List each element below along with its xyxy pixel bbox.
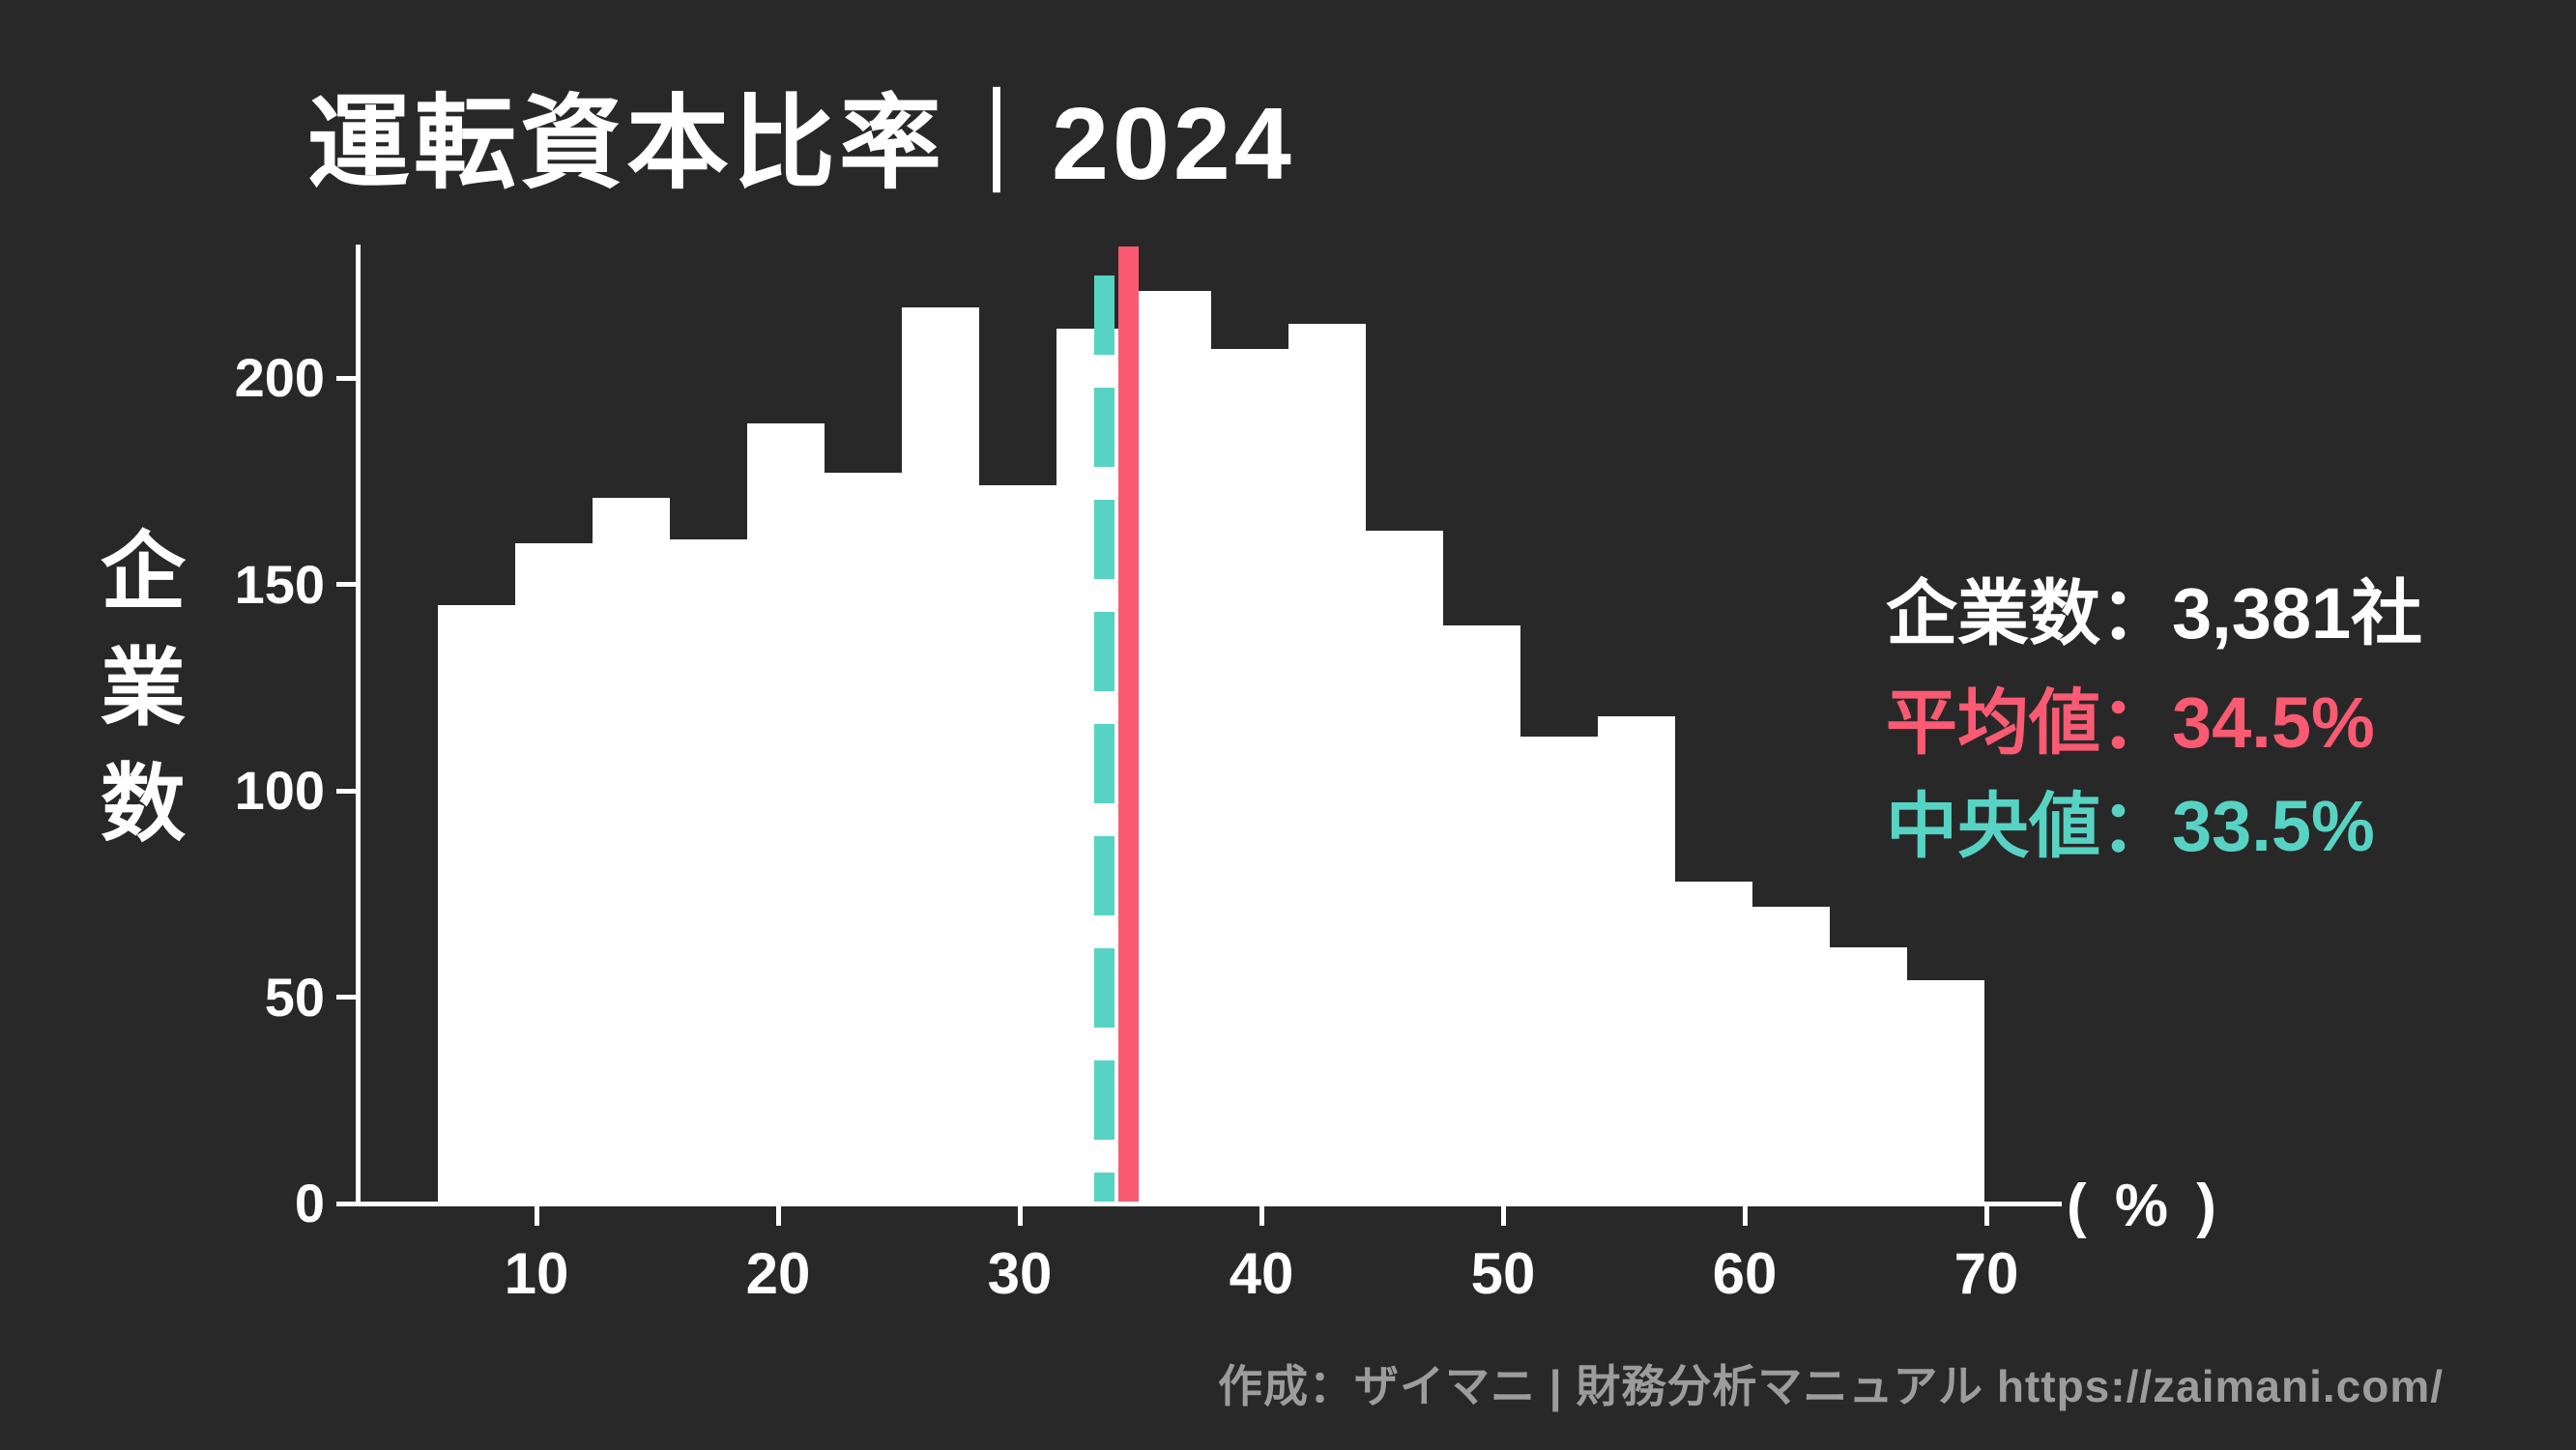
histogram-bar bbox=[1829, 947, 1907, 1202]
x-axis-tick bbox=[1017, 1206, 1023, 1226]
histogram-bar bbox=[1288, 324, 1366, 1202]
histogram-bar bbox=[1597, 716, 1675, 1202]
y-axis-tick-label: 0 bbox=[294, 1173, 325, 1233]
histogram-bar bbox=[437, 604, 515, 1202]
histogram-bar bbox=[1674, 881, 1752, 1202]
histogram-bar bbox=[1133, 291, 1211, 1202]
histogram-bar bbox=[1210, 349, 1288, 1202]
x-axis-tick-label: 20 bbox=[745, 1241, 811, 1306]
histogram-bar bbox=[901, 307, 979, 1202]
x-axis-tick-label: 10 bbox=[504, 1241, 569, 1306]
y-axis-tick-label: 200 bbox=[234, 347, 325, 408]
histogram-bar bbox=[1751, 906, 1830, 1202]
y-axis-tick bbox=[336, 1201, 358, 1206]
x-axis-tick bbox=[775, 1206, 781, 1226]
histogram-bar bbox=[1442, 625, 1520, 1202]
legend-company-count: 企業数：3,381社 bbox=[1886, 573, 2423, 653]
y-axis-line bbox=[356, 245, 361, 1206]
histogram-bar bbox=[669, 538, 747, 1202]
legend-median-value: 中央値：33.5% bbox=[1886, 786, 2375, 866]
y-axis-tick bbox=[336, 375, 358, 381]
x-axis-tick bbox=[1983, 1206, 1989, 1226]
x-axis-tick bbox=[1742, 1206, 1748, 1226]
y-axis-title: 企業数 bbox=[97, 530, 189, 847]
histogram-bar bbox=[514, 542, 593, 1202]
x-axis-tick bbox=[1500, 1206, 1506, 1226]
y-axis-tick bbox=[336, 995, 358, 1000]
x-axis-tick bbox=[1259, 1206, 1264, 1226]
mean-line bbox=[1118, 246, 1139, 1202]
y-axis-title-char: 数 bbox=[100, 756, 186, 852]
footer-credit: 作成：ザイマニ | 財務分析マニュアル https://zaimani.com/ bbox=[1218, 1361, 2444, 1411]
x-axis-tick-label: 40 bbox=[1229, 1241, 1294, 1306]
histogram-bar bbox=[746, 422, 825, 1202]
y-axis-title-char: 企 bbox=[100, 524, 186, 620]
histogram-bar bbox=[1365, 530, 1443, 1202]
median-line bbox=[1094, 276, 1114, 1202]
histogram-bar bbox=[978, 485, 1056, 1202]
histogram-bar bbox=[592, 497, 670, 1202]
y-axis-tick-label: 50 bbox=[264, 966, 325, 1028]
y-axis-title-char: 業 bbox=[100, 640, 186, 736]
x-axis-tick-label: 70 bbox=[1954, 1241, 2019, 1306]
y-axis-tick bbox=[336, 788, 358, 794]
x-axis-tick-label: 60 bbox=[1712, 1241, 1778, 1306]
x-axis-tick bbox=[534, 1206, 539, 1226]
histogram-bar bbox=[824, 473, 902, 1202]
y-axis-tick-label: 100 bbox=[234, 760, 325, 821]
y-axis-tick bbox=[336, 582, 358, 587]
x-axis-unit-label: ( % ) bbox=[2067, 1173, 2222, 1239]
legend-mean-value: 平均値：34.5% bbox=[1886, 682, 2375, 763]
histogram-bar bbox=[1906, 980, 1984, 1202]
x-axis-tick-label: 30 bbox=[987, 1241, 1053, 1306]
x-axis-tick-label: 50 bbox=[1470, 1241, 1536, 1306]
chart-title: 運転資本比率｜2024 bbox=[307, 87, 1295, 201]
histogram-bar bbox=[1520, 737, 1598, 1202]
y-axis-tick-label: 150 bbox=[234, 553, 325, 615]
x-axis-line bbox=[336, 1202, 2062, 1206]
